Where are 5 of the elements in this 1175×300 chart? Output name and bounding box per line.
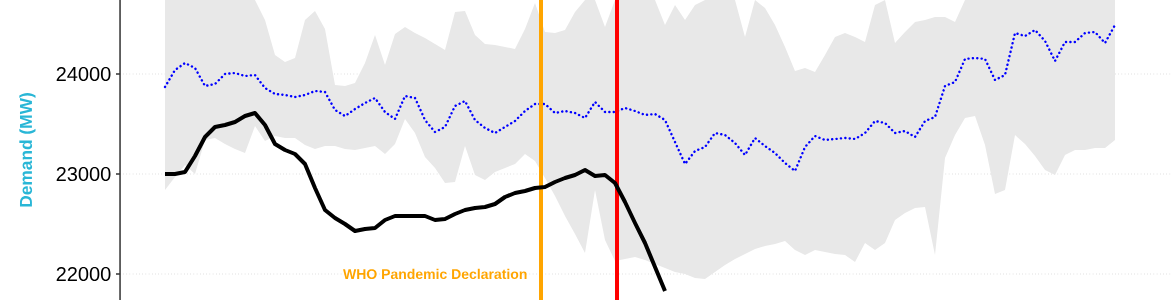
y-tick-label: 22000: [56, 266, 111, 282]
y-axis-title: Demand (MW): [19, 93, 36, 207]
y-tick-label: 24000: [56, 66, 111, 82]
y-tick-label: 23000: [56, 166, 111, 182]
annotation: WHO Pandemic Declaration: [343, 268, 527, 280]
